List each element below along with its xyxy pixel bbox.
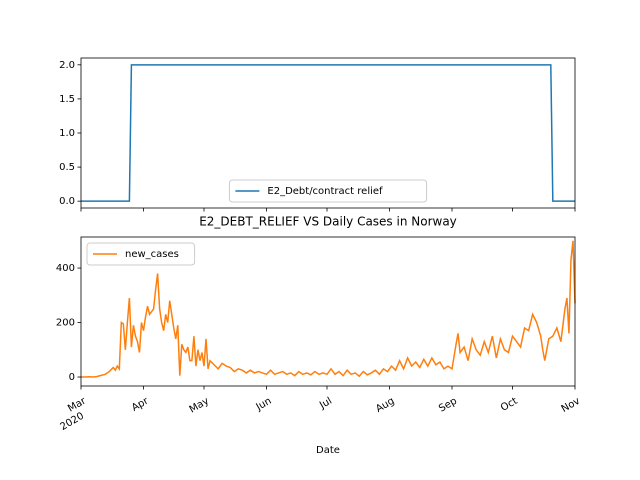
x-tick-label: Oct (499, 396, 520, 414)
x-tick-label: Aug (374, 396, 396, 415)
y-tick-label: 400 (56, 263, 75, 274)
data-line (81, 64, 575, 202)
y-tick-label: 0 (69, 372, 75, 383)
x-tick-label: Apr (130, 395, 151, 414)
y-tick-label: 0.5 (59, 162, 75, 173)
y-tick-label: 200 (56, 318, 75, 329)
x-tick-label: Nov (560, 396, 582, 415)
y-tick-label: 1.5 (59, 94, 75, 105)
legend-box (86, 242, 196, 266)
x-tick-label: Jun (254, 396, 274, 414)
legend-label: E2_Debt/contract relief (267, 186, 383, 197)
y-tick-label: 1.0 (59, 128, 75, 139)
plot-frame (80, 236, 576, 387)
x-tick-label: Sep (437, 396, 459, 415)
y-tick-label: 0.0 (59, 196, 75, 207)
y-tick-label: 2.0 (59, 60, 75, 71)
legend: new_cases (86, 242, 196, 266)
x-axis-label: Date (316, 445, 340, 456)
x-tick-label: May (188, 396, 211, 416)
x-tick-label: Jul (317, 396, 334, 412)
legend-label: new_cases (125, 249, 179, 260)
chart-title: E2_DEBT_RELIEF VS Daily Cases in Norway (199, 215, 457, 229)
legend: E2_Debt/contract relief (228, 179, 428, 203)
legend-box (228, 179, 428, 203)
data-line (81, 240, 576, 378)
